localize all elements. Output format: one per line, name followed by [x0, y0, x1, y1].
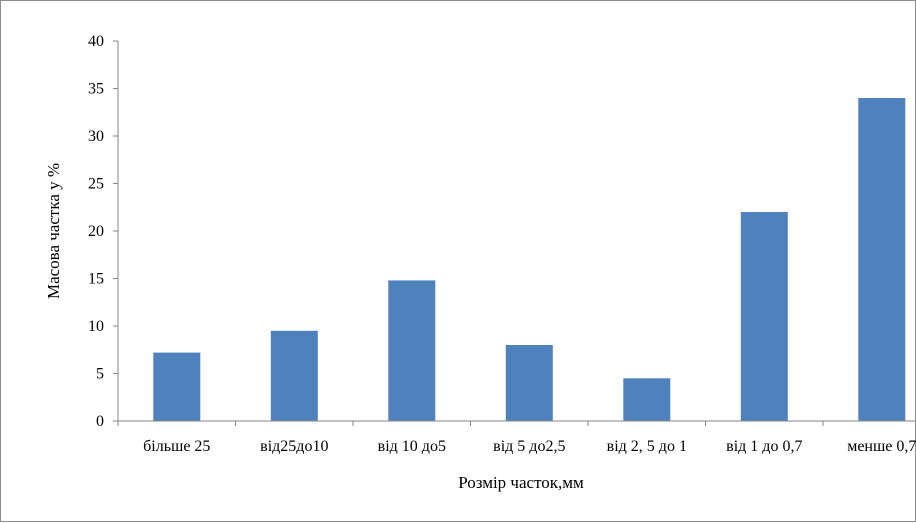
- bar-1: [153, 352, 201, 421]
- bar-7: [858, 98, 906, 421]
- bar-3: [388, 280, 436, 421]
- y-tick-label-1: 5: [96, 366, 104, 383]
- bars-layer: [153, 98, 906, 422]
- bar-2: [270, 330, 318, 422]
- x-tick-label-5: від 2, 5 до 1: [607, 438, 687, 455]
- y-tick-label-0: 0: [96, 413, 104, 430]
- x-tick-label-6: від 1 до 0,7: [726, 438, 802, 455]
- y-tick-label-8: 40: [88, 33, 104, 50]
- x-tick-label-1: більше 25: [143, 438, 210, 455]
- bar-4: [505, 345, 553, 421]
- y-tick-label-5: 25: [88, 176, 104, 193]
- x-axis-title: Розмір часток,мм: [458, 473, 584, 492]
- y-tick-label-7: 35: [88, 81, 104, 98]
- bar-5: [623, 378, 671, 422]
- x-tick-label-2: від25до10: [260, 438, 328, 455]
- y-tick-label-2: 10: [88, 318, 104, 335]
- bar-6: [740, 212, 788, 421]
- x-tick-label-4: від 5 до2,5: [493, 438, 565, 455]
- y-axis-title: Масова частка у %: [44, 163, 63, 299]
- x-tick-label-7: менше 0,7: [847, 438, 916, 455]
- x-tick-label-3: від 10 до5: [378, 438, 446, 455]
- y-tick-label-6: 30: [88, 128, 104, 145]
- labels-layer: 0 5 10 15 20 25 30 35 40 більше 25 від25до10 від 10…: [88, 33, 916, 455]
- axes-layer: [113, 40, 916, 426]
- y-tick-label-3: 15: [88, 271, 104, 288]
- y-tick-label-4: 20: [88, 223, 104, 240]
